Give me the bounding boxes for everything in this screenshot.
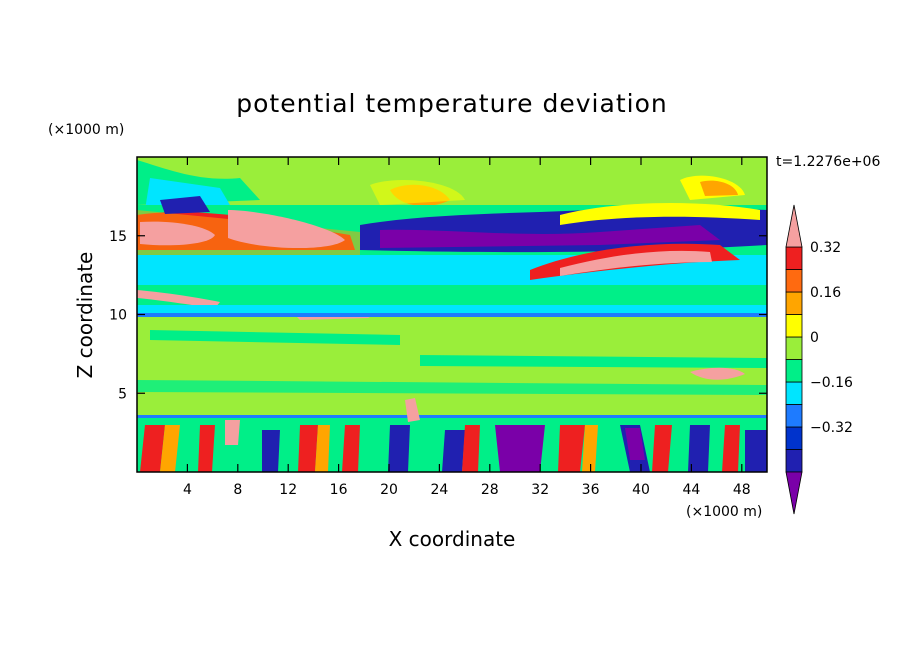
colorbar-segment <box>785 314 803 338</box>
col-orange-4 <box>315 425 330 472</box>
col-orange-10 <box>582 425 598 472</box>
col-red-4 <box>298 425 318 472</box>
x-tick-label: 8 <box>233 482 242 498</box>
x-tick-label: 36 <box>582 482 600 498</box>
col-pink-6 <box>405 398 420 422</box>
x-tick-label: 32 <box>531 482 549 498</box>
colorbar-label: −0.16 <box>810 375 853 391</box>
col-navy-15 <box>745 430 767 472</box>
upper-right-orange <box>700 180 738 196</box>
col-red-5 <box>342 425 360 472</box>
teal-streak-3 <box>137 380 767 395</box>
teal-streak-1 <box>150 330 400 345</box>
colorbar-label: 0.16 <box>810 285 841 301</box>
mid-pink-blob <box>228 210 345 249</box>
lower-columns <box>137 398 767 472</box>
colorbar-segment <box>785 336 803 360</box>
x-tick-label: 44 <box>682 482 700 498</box>
x-tick-label: 12 <box>279 482 297 498</box>
col-pink-2 <box>225 420 240 445</box>
colorbar-segment <box>785 246 803 270</box>
y-tick-label: 10 <box>109 308 127 324</box>
colorbar-label: 0.32 <box>810 240 841 256</box>
line-z3 <box>137 415 767 419</box>
right-yellow-strip <box>560 203 760 225</box>
col-purple-11b <box>625 428 645 460</box>
col-red-2 <box>198 425 215 472</box>
colorbar-segment <box>785 449 803 473</box>
x-tick-label: 20 <box>380 482 398 498</box>
x-tick-label: 4 <box>183 482 192 498</box>
x-tick-label: 16 <box>330 482 348 498</box>
upper-yellow-blob <box>370 180 465 205</box>
teal-streak-2 <box>420 355 767 368</box>
y-tick-label: 5 <box>118 386 127 402</box>
x-tick-label: 24 <box>430 482 448 498</box>
x-tick-label: 40 <box>632 482 650 498</box>
col-red-12 <box>652 425 672 472</box>
time-label: t=1.2276e+06 <box>776 154 880 170</box>
colorbar-extend-high <box>785 204 803 248</box>
left-pink-blob <box>140 221 215 246</box>
col-red-1 <box>140 425 165 472</box>
band-12 <box>137 285 767 305</box>
col-red-14 <box>722 425 740 472</box>
line-z10 <box>137 313 767 317</box>
colorbar-extend-low <box>785 471 803 515</box>
x-tick-label: 48 <box>733 482 751 498</box>
y-tick-label: 15 <box>109 229 127 245</box>
right-pink-band <box>560 250 712 276</box>
colorbar-segment <box>785 269 803 293</box>
chart-title: potential temperature deviation <box>236 89 667 118</box>
col-navy-6 <box>388 425 410 472</box>
colorbar-segment <box>785 404 803 428</box>
left-pink-strip <box>137 290 220 308</box>
colorbar-segment <box>785 359 803 383</box>
y-axis-unit: (×1000 m) <box>48 122 124 138</box>
colorbar-label: −0.32 <box>810 420 853 436</box>
left-navy-patch <box>160 196 210 214</box>
col-navy-3 <box>262 430 280 472</box>
line-z10-cyan <box>137 305 767 313</box>
small-pink-right <box>690 367 745 380</box>
col-red-10 <box>558 425 585 472</box>
col-purple-7 <box>442 430 465 472</box>
colorbar: 0.32 0.16 0 −0.16 −0.32 <box>785 204 853 515</box>
x-axis-label: X coordinate <box>389 527 516 551</box>
purple-band <box>380 225 720 248</box>
colorbar-segment <box>785 291 803 315</box>
colorbar-label: 0 <box>810 330 819 346</box>
colorbar-segment <box>785 426 803 450</box>
colorbar-segment <box>785 381 803 405</box>
col-purple-9 <box>495 425 545 472</box>
col-navy-13 <box>688 425 710 472</box>
x-tick-label: 28 <box>481 482 499 498</box>
contour-field <box>137 157 767 472</box>
y-axis-label: Z coordinate <box>73 252 97 379</box>
col-orange-1 <box>160 425 180 472</box>
col-red-8 <box>462 425 480 472</box>
x-axis-unit: (×1000 m) <box>686 504 762 520</box>
